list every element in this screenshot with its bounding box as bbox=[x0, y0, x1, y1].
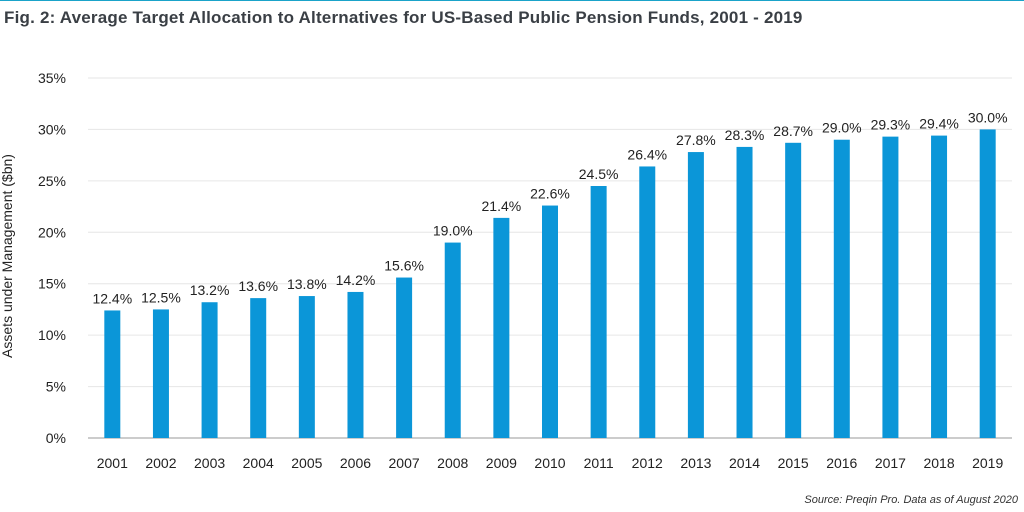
x-tick-label-2015: 2015 bbox=[778, 455, 809, 471]
x-tick-label-2010: 2010 bbox=[534, 455, 565, 471]
y-tick-label: 15% bbox=[38, 276, 66, 292]
data-label-2006: 14.2% bbox=[336, 272, 376, 288]
bar-2006 bbox=[347, 291, 364, 438]
y-tick-label: 10% bbox=[38, 327, 66, 343]
bar-2007 bbox=[396, 277, 413, 438]
data-label-2001: 12.4% bbox=[92, 290, 132, 306]
bar-2002 bbox=[152, 309, 169, 438]
data-label-2015: 28.7% bbox=[773, 123, 813, 139]
bar-2019 bbox=[979, 129, 996, 438]
x-tick-label-2002: 2002 bbox=[145, 455, 176, 471]
data-label-2010: 22.6% bbox=[530, 186, 570, 202]
top-accent-rule bbox=[0, 0, 1024, 1]
y-tick-label: 35% bbox=[38, 70, 66, 86]
data-label-2003: 13.2% bbox=[190, 282, 230, 298]
y-tick-label: 20% bbox=[38, 224, 66, 240]
data-label-2011: 24.5% bbox=[579, 166, 619, 182]
x-tick-label-2011: 2011 bbox=[584, 455, 614, 471]
bar-2017 bbox=[882, 136, 899, 438]
bar-2018 bbox=[931, 135, 948, 438]
x-tick-label-2012: 2012 bbox=[632, 455, 663, 471]
data-label-2008: 19.0% bbox=[433, 223, 473, 239]
x-tick-label-2005: 2005 bbox=[291, 455, 322, 471]
data-label-2016: 29.0% bbox=[822, 120, 862, 136]
y-axis-label: Assets under Management ($bn) bbox=[0, 154, 15, 358]
bar-2003 bbox=[201, 302, 218, 438]
data-label-2007: 15.6% bbox=[384, 258, 424, 274]
x-tick-label-2019: 2019 bbox=[972, 455, 1003, 471]
x-tick-label-2017: 2017 bbox=[875, 455, 906, 471]
data-label-2019: 30.0% bbox=[968, 109, 1008, 125]
x-tick-label-2014: 2014 bbox=[729, 455, 760, 471]
data-label-2009: 21.4% bbox=[482, 198, 522, 214]
bar-2009 bbox=[493, 217, 510, 438]
data-label-2005: 13.8% bbox=[287, 276, 327, 292]
bar-2013 bbox=[687, 152, 704, 439]
bar-2015 bbox=[785, 142, 802, 439]
x-tick-label-2004: 2004 bbox=[243, 455, 274, 471]
x-tick-label-2008: 2008 bbox=[437, 455, 468, 471]
bar-2005 bbox=[298, 296, 315, 438]
y-tick-label: 25% bbox=[38, 173, 66, 189]
y-tick-label: 0% bbox=[46, 430, 66, 446]
bar-2016 bbox=[833, 139, 850, 438]
source-note: Source: Preqin Pro. Data as of August 20… bbox=[804, 494, 1018, 506]
y-tick-label: 5% bbox=[46, 379, 66, 395]
data-label-2018: 29.4% bbox=[919, 116, 959, 132]
x-tick-label-2013: 2013 bbox=[680, 455, 711, 471]
bar-2011 bbox=[590, 186, 607, 438]
data-label-2012: 26.4% bbox=[627, 146, 667, 162]
data-label-2014: 28.3% bbox=[725, 127, 765, 143]
x-tick-label-2007: 2007 bbox=[389, 455, 420, 471]
data-label-2017: 29.3% bbox=[871, 117, 911, 133]
x-tick-label-2001: 2001 bbox=[97, 455, 128, 471]
bar-2012 bbox=[639, 166, 656, 438]
data-label-2002: 12.5% bbox=[141, 289, 181, 305]
x-tick-label-2003: 2003 bbox=[194, 455, 225, 471]
bar-2001 bbox=[104, 310, 121, 438]
x-tick-label-2006: 2006 bbox=[340, 455, 371, 471]
data-label-2004: 13.6% bbox=[238, 278, 278, 294]
x-tick-label-2016: 2016 bbox=[826, 455, 857, 471]
y-tick-label: 30% bbox=[38, 121, 66, 137]
bar-2010 bbox=[542, 205, 558, 438]
bar-2008 bbox=[444, 242, 461, 438]
data-label-2013: 27.8% bbox=[676, 132, 716, 148]
bar-2014 bbox=[736, 146, 753, 438]
x-tick-label-2018: 2018 bbox=[923, 455, 954, 471]
bar-2004 bbox=[250, 298, 267, 438]
figure-title: Fig. 2: Average Target Allocation to Alt… bbox=[4, 8, 803, 27]
x-tick-label-2009: 2009 bbox=[486, 455, 517, 471]
